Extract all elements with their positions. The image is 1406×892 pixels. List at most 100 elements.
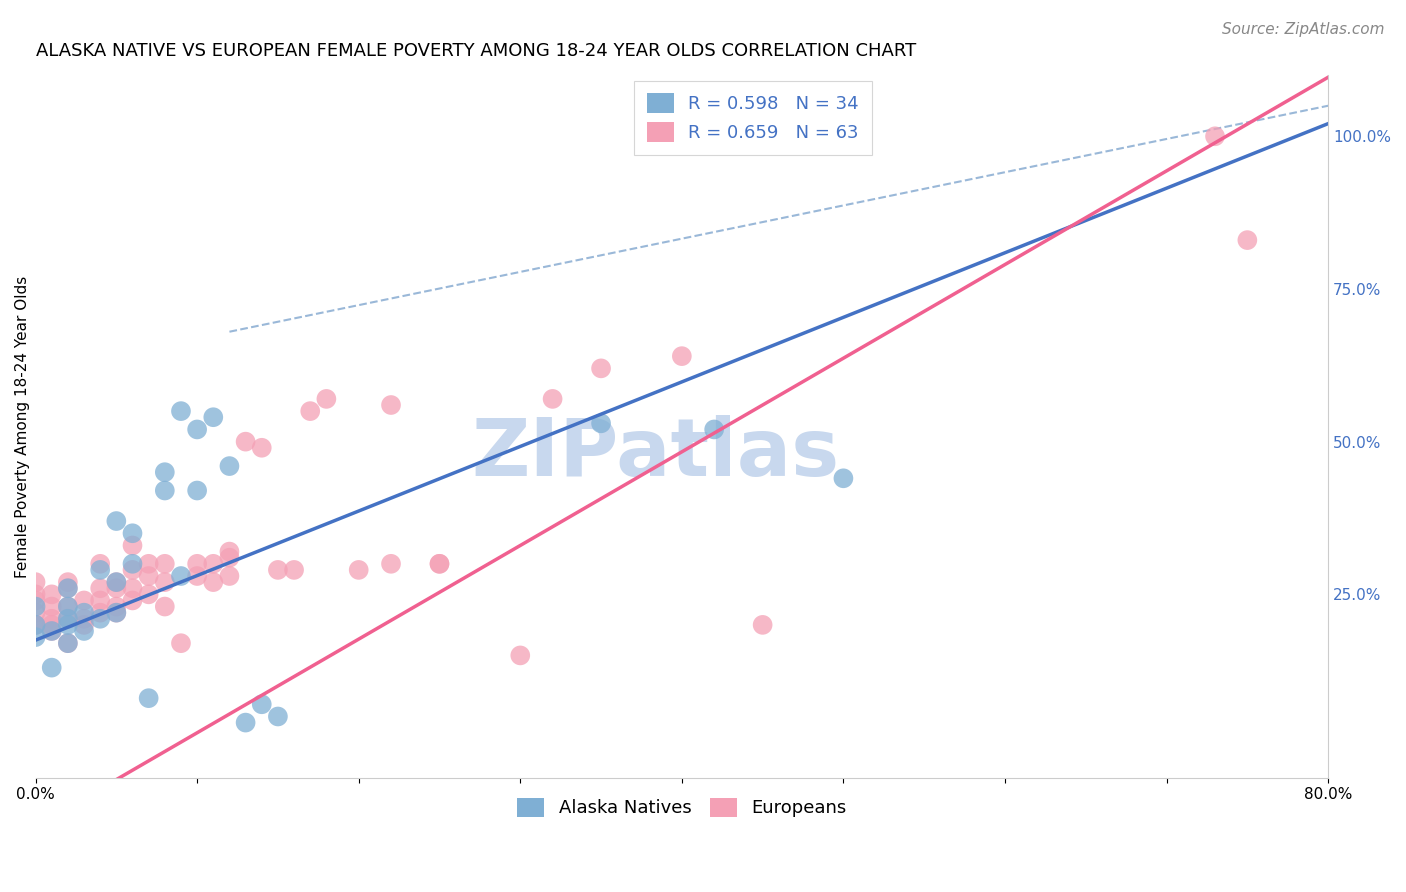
Point	[589, 417, 612, 431]
Point	[41, 599, 63, 614]
Point	[41, 660, 63, 674]
Point	[56, 612, 79, 626]
Point	[429, 557, 451, 571]
Point	[89, 557, 111, 571]
Point	[138, 557, 160, 571]
Point	[121, 557, 143, 571]
Point	[121, 593, 143, 607]
Point	[73, 593, 96, 607]
Point	[235, 715, 257, 730]
Point	[56, 575, 79, 590]
Point	[105, 606, 128, 620]
Point	[56, 599, 79, 614]
Point	[170, 569, 193, 583]
Point	[315, 392, 337, 406]
Point	[186, 422, 208, 436]
Point	[218, 544, 240, 558]
Point	[751, 618, 773, 632]
Point	[429, 557, 451, 571]
Point	[186, 569, 208, 583]
Point	[56, 612, 79, 626]
Point	[153, 575, 176, 590]
Point	[250, 698, 273, 712]
Point	[267, 563, 290, 577]
Point	[121, 563, 143, 577]
Point	[153, 483, 176, 498]
Point	[24, 630, 46, 644]
Point	[186, 483, 208, 498]
Point	[89, 593, 111, 607]
Text: Source: ZipAtlas.com: Source: ZipAtlas.com	[1222, 22, 1385, 37]
Point	[153, 465, 176, 479]
Point	[121, 539, 143, 553]
Point	[24, 618, 46, 632]
Point	[24, 606, 46, 620]
Point	[541, 392, 564, 406]
Point	[1204, 129, 1226, 144]
Point	[299, 404, 322, 418]
Point	[41, 618, 63, 632]
Point	[41, 624, 63, 638]
Point	[671, 349, 693, 363]
Point	[703, 422, 725, 436]
Point	[73, 618, 96, 632]
Point	[105, 575, 128, 590]
Point	[24, 618, 46, 632]
Point	[832, 471, 855, 485]
Point	[41, 624, 63, 638]
Point	[202, 410, 225, 425]
Point	[138, 691, 160, 706]
Point	[105, 575, 128, 590]
Point	[283, 563, 305, 577]
Point	[267, 709, 290, 723]
Point	[121, 526, 143, 541]
Point	[218, 550, 240, 565]
Point	[24, 599, 46, 614]
Point	[235, 434, 257, 449]
Point	[41, 587, 63, 601]
Point	[89, 563, 111, 577]
Text: ZIPatlas: ZIPatlas	[472, 416, 841, 493]
Point	[56, 636, 79, 650]
Point	[56, 581, 79, 595]
Text: ALASKA NATIVE VS EUROPEAN FEMALE POVERTY AMONG 18-24 YEAR OLDS CORRELATION CHART: ALASKA NATIVE VS EUROPEAN FEMALE POVERTY…	[35, 42, 915, 60]
Point	[589, 361, 612, 376]
Point	[89, 612, 111, 626]
Point	[250, 441, 273, 455]
Point	[89, 581, 111, 595]
Point	[105, 599, 128, 614]
Point	[41, 612, 63, 626]
Legend: Alaska Natives, Europeans: Alaska Natives, Europeans	[510, 790, 853, 825]
Point	[380, 557, 402, 571]
Point	[138, 587, 160, 601]
Point	[24, 587, 46, 601]
Point	[105, 606, 128, 620]
Point	[56, 618, 79, 632]
Point	[73, 624, 96, 638]
Point	[153, 557, 176, 571]
Point	[218, 569, 240, 583]
Point	[73, 612, 96, 626]
Point	[380, 398, 402, 412]
Point	[170, 404, 193, 418]
Point	[105, 581, 128, 595]
Point	[56, 636, 79, 650]
Point	[153, 599, 176, 614]
Point	[186, 557, 208, 571]
Point	[24, 593, 46, 607]
Point	[121, 581, 143, 595]
Point	[56, 581, 79, 595]
Y-axis label: Female Poverty Among 18-24 Year Olds: Female Poverty Among 18-24 Year Olds	[15, 276, 30, 577]
Point	[73, 606, 96, 620]
Point	[24, 575, 46, 590]
Point	[509, 648, 531, 663]
Point	[89, 606, 111, 620]
Point	[202, 557, 225, 571]
Point	[138, 569, 160, 583]
Point	[347, 563, 370, 577]
Point	[202, 575, 225, 590]
Point	[1236, 233, 1258, 247]
Point	[56, 599, 79, 614]
Point	[24, 618, 46, 632]
Point	[105, 514, 128, 528]
